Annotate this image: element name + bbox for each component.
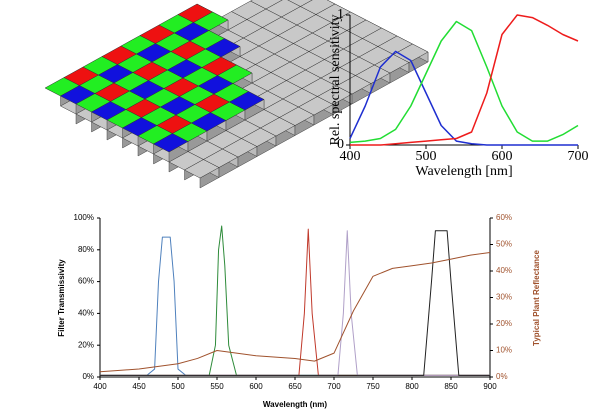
x-tick-label: 500 xyxy=(171,382,185,391)
series-line xyxy=(100,228,490,376)
cell-top xyxy=(216,64,253,84)
y2-tick-label: 0% xyxy=(496,372,508,381)
x-axis-label: Wavelength [nm] xyxy=(415,164,512,179)
series-line xyxy=(349,20,579,144)
y-tick-label: 0% xyxy=(82,372,94,381)
x-tick-label: 800 xyxy=(405,382,419,391)
y2-tick-label: 50% xyxy=(496,240,512,249)
series-line xyxy=(100,236,490,376)
x-tick-label: 600 xyxy=(492,149,513,164)
y-tick-label: 40% xyxy=(78,309,94,318)
series-line xyxy=(350,14,579,146)
bayer-mosaic xyxy=(44,0,429,189)
x-tick-label: 650 xyxy=(288,382,302,391)
cell-top xyxy=(287,0,313,7)
x-tick-label: 500 xyxy=(416,149,437,164)
y2-tick-label: 40% xyxy=(496,266,512,275)
filter-chart: Filter Transmissivity Typical Plant Refl… xyxy=(57,213,541,409)
x-tick-label: 450 xyxy=(132,382,146,391)
y2-tick-label: 10% xyxy=(496,346,512,355)
x-tick-label: 700 xyxy=(327,382,341,391)
series-line xyxy=(349,50,578,146)
y-tick-label: 20% xyxy=(78,340,94,349)
x-axis-label: Wavelength (nm) xyxy=(263,400,327,409)
y2-tick-label: 20% xyxy=(496,319,512,328)
y2-tick-label: 30% xyxy=(496,293,512,302)
y-axis-label: Rel. spectral sensitivity xyxy=(328,14,343,145)
cell-top xyxy=(249,0,283,10)
y2-tick-label: 60% xyxy=(496,213,512,222)
series-line xyxy=(100,230,490,376)
cell-top xyxy=(228,91,265,111)
y-tick-label: 100% xyxy=(74,213,94,222)
x-tick-label: 400 xyxy=(340,149,361,164)
cell-top xyxy=(192,11,229,31)
x-tick-label: 850 xyxy=(444,382,458,391)
cell-top xyxy=(204,38,241,58)
series-line xyxy=(100,225,490,376)
x-tick-label: 400 xyxy=(93,382,107,391)
y-tick-label: 0 xyxy=(337,137,344,152)
y-tick-label: 60% xyxy=(78,277,94,286)
x-tick-label: 600 xyxy=(249,382,263,391)
y-tick-label: 1 xyxy=(337,7,344,22)
y-tick-label: 80% xyxy=(78,245,94,254)
x-tick-label: 900 xyxy=(483,382,497,391)
series-line xyxy=(99,251,491,373)
y2-axis-label: Typical Plant Reflectance xyxy=(532,250,541,346)
y-axis-label: Filter Transmissivity xyxy=(57,259,66,337)
x-tick-label: 750 xyxy=(366,382,380,391)
cell-top xyxy=(392,43,429,63)
x-tick-label: 550 xyxy=(210,382,224,391)
spectral-chart: Rel. spectral sensitivity Wavelength [nm… xyxy=(328,7,588,179)
series-line xyxy=(100,230,490,376)
x-tick-label: 700 xyxy=(568,149,589,164)
